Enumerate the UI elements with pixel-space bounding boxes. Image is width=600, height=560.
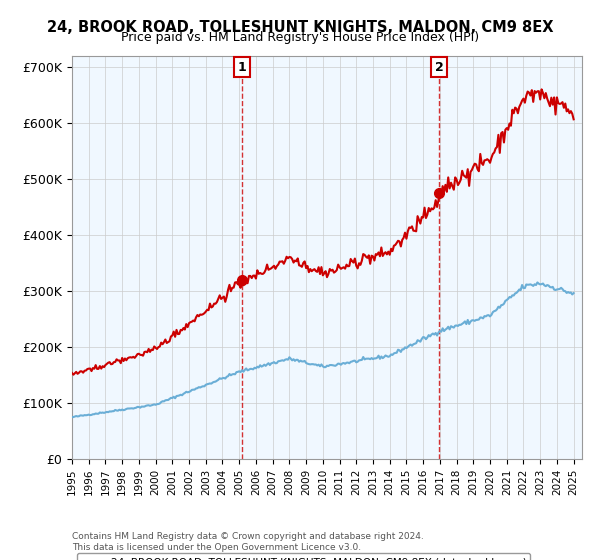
Text: Price paid vs. HM Land Registry's House Price Index (HPI): Price paid vs. HM Land Registry's House … — [121, 31, 479, 44]
Text: 2: 2 — [435, 60, 444, 74]
Text: Contains HM Land Registry data © Crown copyright and database right 2024.
This d: Contains HM Land Registry data © Crown c… — [72, 532, 424, 552]
Text: 24, BROOK ROAD, TOLLESHUNT KNIGHTS, MALDON, CM9 8EX: 24, BROOK ROAD, TOLLESHUNT KNIGHTS, MALD… — [47, 20, 553, 35]
Text: 1: 1 — [238, 60, 247, 74]
Legend: 24, BROOK ROAD, TOLLESHUNT KNIGHTS, MALDON, CM9 8EX (detached house), HPI: Avera: 24, BROOK ROAD, TOLLESHUNT KNIGHTS, MALD… — [77, 553, 530, 560]
